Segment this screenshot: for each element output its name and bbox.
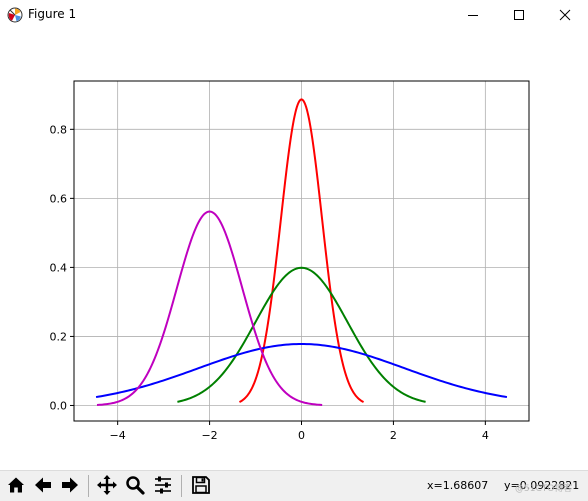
grid [74, 81, 529, 421]
figure-canvas[interactable]: −4 −2 0 2 4 0.0 0.2 0.4 0.6 0.8 [0, 30, 588, 470]
series-line-1 [238, 98, 365, 403]
maximize-icon [514, 10, 524, 20]
cursor-x-readout: x=1.68607 [427, 479, 489, 492]
series-layer [95, 98, 508, 406]
minimize-icon [468, 15, 478, 16]
home-button[interactable] [4, 473, 28, 497]
x-tick-label: −4 [110, 429, 126, 442]
sliders-icon [155, 476, 171, 494]
window-title: Figure 1 [28, 7, 77, 21]
x-tick-label: 4 [482, 429, 489, 442]
move-icon [97, 475, 117, 495]
y-tick-label: 0.6 [50, 192, 68, 205]
forward-button[interactable] [58, 473, 82, 497]
toolbar-separator [88, 475, 89, 497]
home-icon [8, 477, 24, 493]
close-icon [559, 9, 571, 21]
y-tick-label: 0.0 [50, 399, 68, 412]
back-button[interactable] [31, 473, 55, 497]
watermark: @51CTO博客 [515, 484, 573, 494]
series-line-3 [95, 342, 508, 399]
arrow-right-icon [62, 477, 78, 493]
configure-subplots-button[interactable] [151, 473, 175, 497]
x-tick-label: −2 [201, 429, 217, 442]
magnifier-icon [126, 476, 145, 495]
maximize-button[interactable] [496, 0, 542, 30]
line-chart[interactable]: −4 −2 0 2 4 0.0 0.2 0.4 0.6 0.8 [0, 30, 588, 470]
save-button[interactable] [189, 473, 213, 497]
arrow-left-icon [35, 477, 51, 493]
x-tick-label: 0 [298, 429, 305, 442]
x-tick-label: 2 [390, 429, 397, 442]
navigation-toolbar: x=1.68607 y=0.0922821 @51CTO博客 [0, 470, 588, 501]
toolbar-separator [181, 475, 182, 497]
series-line-4 [96, 210, 323, 406]
y-tick-label: 0.2 [50, 330, 68, 343]
minimize-button[interactable] [450, 0, 496, 30]
close-button[interactable] [542, 0, 588, 30]
cursor-y-readout: y=0.0922821 [504, 479, 580, 492]
pan-button[interactable] [95, 473, 119, 497]
series-line-2 [177, 266, 426, 403]
ticks: −4 −2 0 2 4 0.0 0.2 0.4 0.6 0.8 [50, 123, 489, 442]
zoom-button[interactable] [123, 473, 147, 497]
title-bar: Figure 1 [0, 0, 588, 30]
matplotlib-logo-icon [7, 7, 23, 23]
y-tick-label: 0.8 [50, 123, 68, 136]
floppy-icon [192, 476, 210, 494]
y-tick-label: 0.4 [50, 261, 68, 274]
